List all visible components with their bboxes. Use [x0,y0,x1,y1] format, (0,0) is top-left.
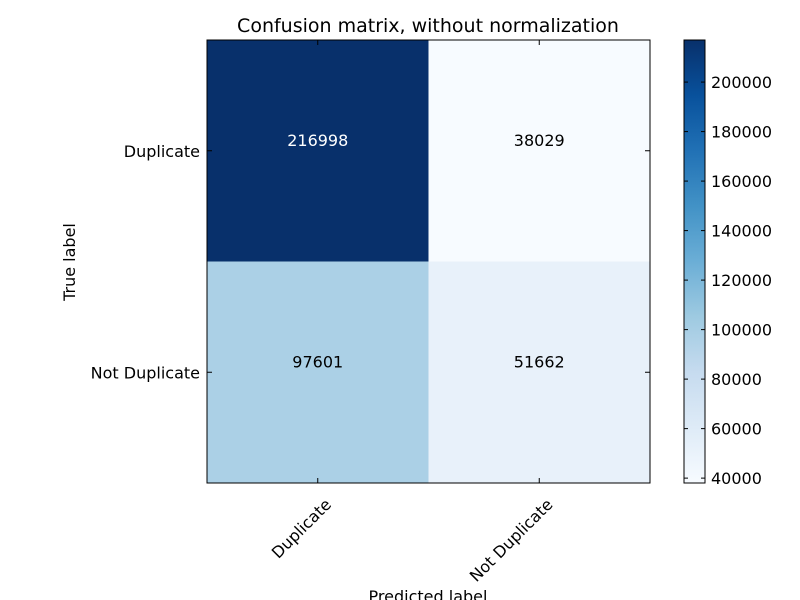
colorbar-tick-label: 200000 [711,73,772,92]
matrix-cell [428,261,651,484]
matrix-cell-value: 97601 [292,352,343,371]
matrix-cell [428,40,651,262]
y-axis-label: True label [60,223,79,302]
matrix-cells [207,40,651,484]
x-tick-label: Duplicate [268,495,335,562]
chart-title: Confusion matrix, without normalization [237,15,619,37]
matrix-cell-value: 38029 [514,131,565,150]
colorbar-tick-label: 160000 [711,172,772,191]
colorbar-tick-label: 120000 [711,271,772,290]
matrix-cell [207,40,429,262]
colorbar-tick-label: 40000 [711,469,762,488]
colorbar-ticks: 40000 60000 80000 100000 120000 140000 160000 1… [684,73,772,488]
colorbar-tick-label: 100000 [711,321,772,340]
matrix-cell-labels: 216998 38029 97601 51662 [287,131,564,372]
matrix-cell-value: 216998 [287,131,348,150]
matrix-frame [206,39,651,484]
y-tick-label: Duplicate [124,142,200,161]
matrix-cell [207,261,429,484]
colorbar-tick-label: 60000 [711,420,762,439]
colorbar-tick-label: 80000 [711,370,762,389]
matrix-cell-value: 51662 [514,352,565,371]
colorbar-tick-label: 140000 [711,222,772,241]
x-tick-label: Not Duplicate [466,495,557,586]
colorbar [683,39,706,484]
x-axis-label: Predicted label [369,587,488,600]
colorbar-tick-label: 180000 [711,123,772,142]
y-tick-label: Not Duplicate [91,363,200,382]
y-axis-ticks: Duplicate Not Duplicate [91,142,650,382]
